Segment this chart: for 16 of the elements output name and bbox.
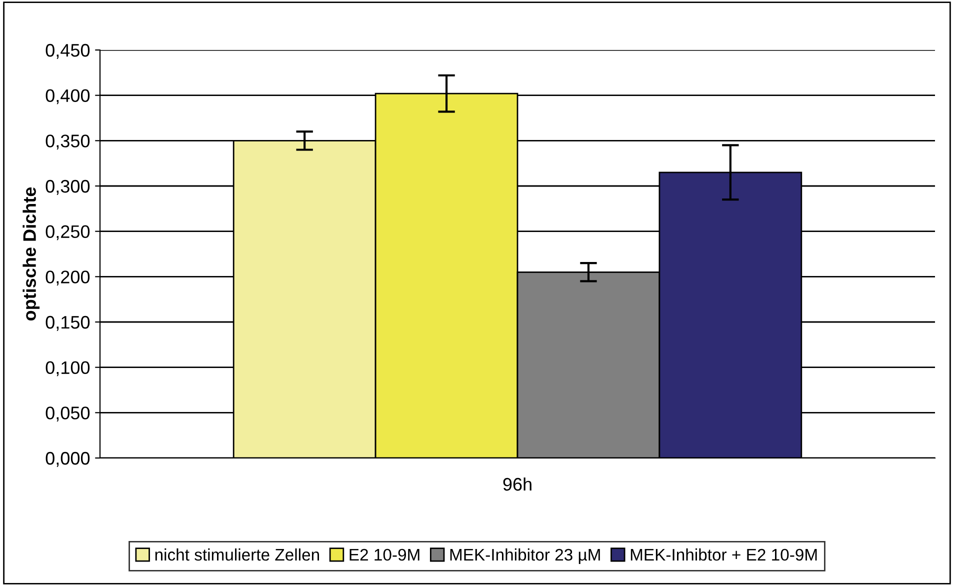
y-tick-label: 0,350	[46, 134, 90, 150]
y-tick-label: 0,200	[46, 270, 90, 286]
y-tick-label: 0,100	[46, 361, 90, 376]
y-tick-label: 0,050	[46, 406, 90, 422]
y-tick-label: 0,250	[46, 225, 90, 240]
legend-label: MEK-Inhibitor 23 µM	[450, 548, 600, 564]
y-tick-label: 0,150	[46, 316, 90, 331]
y-axis-title: optische Dichte	[22, 187, 40, 321]
x-tick-label: 96h	[503, 477, 532, 491]
y-tick-label: 0,300	[46, 180, 90, 195]
y-tick-label: 0,400	[46, 89, 90, 104]
legend-label: nicht stimulierte Zellen	[155, 548, 319, 561]
y-tick-label: 0,450	[46, 44, 90, 59]
legend-label: MEK-Inhibtor + E2 10-9M	[630, 548, 817, 561]
legend-label: E2 10-9M	[350, 548, 420, 561]
y-tick-label: 0,000	[46, 452, 90, 467]
